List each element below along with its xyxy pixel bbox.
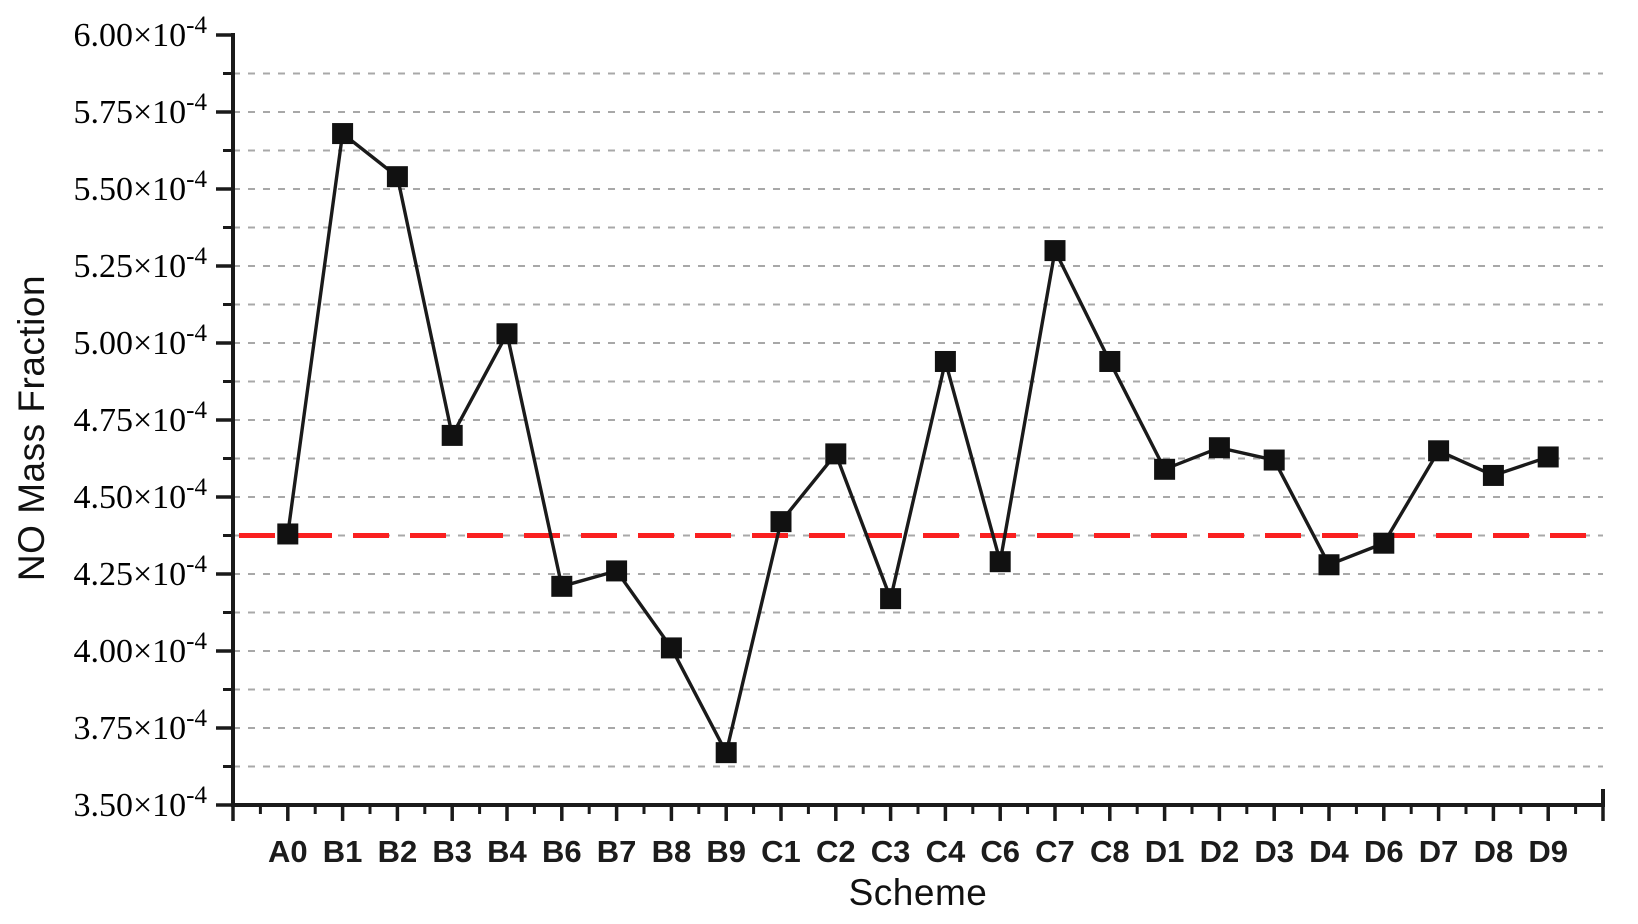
data-point-marker [551, 575, 573, 597]
x-tick-label: A0 [268, 834, 308, 869]
data-point-marker [1263, 449, 1285, 471]
data-point-marker [1537, 446, 1559, 468]
y-tick-label: 5.00×10-4 [73, 320, 207, 362]
x-tick-label: C8 [1090, 834, 1130, 869]
x-tick-label: C4 [926, 834, 966, 869]
y-tick-label: 5.75×10-4 [73, 89, 207, 131]
data-point-marker [1099, 350, 1121, 372]
data-point-marker [441, 424, 463, 446]
x-axis-title: Scheme [848, 872, 988, 913]
data-point-marker [660, 637, 682, 659]
data-point-marker [715, 742, 737, 764]
data-point-marker [825, 443, 847, 465]
y-tick-label: 4.50×10-4 [73, 474, 207, 516]
x-tick-label: D9 [1528, 834, 1568, 869]
data-point-marker [1373, 532, 1395, 554]
x-tick-label: C6 [980, 834, 1020, 869]
x-tick-label: D6 [1364, 834, 1404, 869]
x-tick-label: B8 [652, 834, 692, 869]
data-point-marker [770, 511, 792, 533]
data-point-marker [1318, 554, 1340, 576]
data-point-marker [989, 551, 1011, 573]
x-tick-label: B7 [597, 834, 637, 869]
y-tick-label: 3.50×10-4 [73, 782, 207, 824]
x-tick-label: B3 [432, 834, 472, 869]
x-tick-label: D7 [1419, 834, 1459, 869]
x-tick-label: B1 [323, 834, 363, 869]
data-point-marker [1208, 437, 1230, 459]
data-point-marker [934, 350, 956, 372]
x-tick-label: B2 [378, 834, 418, 869]
x-tick-label: C2 [816, 834, 856, 869]
data-point-marker [1482, 464, 1504, 486]
data-point-marker [1428, 440, 1450, 462]
data-point-marker [496, 323, 518, 345]
x-tick-label: C1 [761, 834, 801, 869]
data-point-marker [606, 560, 628, 582]
x-tick-label: D4 [1309, 834, 1349, 869]
x-tick-label: B4 [487, 834, 527, 869]
y-axis-title: NO Mass Fraction [11, 274, 52, 582]
data-point-marker [1154, 458, 1176, 480]
data-line [286, 130, 1549, 758]
y-tick-label: 4.75×10-4 [73, 397, 207, 439]
x-tick-label: B9 [706, 834, 746, 869]
data-point-marker [332, 123, 354, 145]
x-tick-label: C3 [871, 834, 911, 869]
data-point-marker [880, 588, 902, 610]
x-tick-label: D1 [1145, 834, 1185, 869]
data-point-marker [277, 523, 299, 545]
x-tick-label: D2 [1200, 834, 1240, 869]
x-tick-label: D3 [1254, 834, 1294, 869]
y-tick-label: 3.75×10-4 [73, 705, 207, 747]
y-tick-label: 5.50×10-4 [73, 166, 207, 208]
x-tick-label: B6 [542, 834, 582, 869]
data-point-marker [386, 166, 408, 188]
y-tick-label: 6.00×10-4 [73, 12, 207, 54]
y-tick-label: 4.00×10-4 [73, 628, 207, 670]
data-point-marker [1044, 240, 1066, 262]
y-tick-label: 4.25×10-4 [73, 551, 207, 593]
x-tick-label: C7 [1035, 834, 1075, 869]
y-tick-label: 5.25×10-4 [73, 243, 207, 285]
x-tick-label: D8 [1474, 834, 1514, 869]
